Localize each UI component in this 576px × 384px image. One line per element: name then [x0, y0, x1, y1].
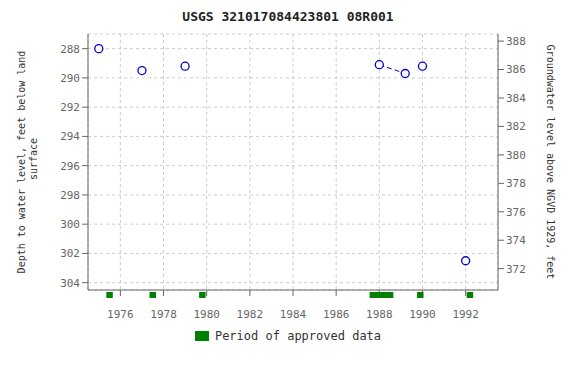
svg-text:382: 382 [506, 120, 526, 133]
html-text:USGS 321017084423801 08R001: USGS 321017084423801 08R001 [182, 9, 394, 24]
svg-text:384: 384 [506, 92, 526, 105]
svg-text:Groundwater level above NGVD 1: Groundwater level above NGVD 1929, feet [545, 45, 556, 280]
svg-text:1986: 1986 [323, 308, 350, 321]
svg-text:1984: 1984 [280, 308, 307, 321]
svg-text:Depth to water level, feet bel: Depth to water level, feet below land su… [16, 51, 39, 274]
svg-text:374: 374 [506, 234, 526, 247]
svg-text:1978: 1978 [150, 308, 177, 321]
svg-text:1990: 1990 [409, 308, 436, 321]
svg-text:378: 378 [506, 177, 526, 190]
svg-text:372: 372 [506, 263, 526, 276]
svg-text:294: 294 [60, 130, 80, 143]
svg-text:300: 300 [60, 218, 80, 231]
svg-text:292: 292 [60, 101, 80, 114]
svg-text:296: 296 [60, 160, 80, 173]
svg-text:302: 302 [60, 247, 80, 260]
svg-text:1982: 1982 [237, 308, 264, 321]
svg-text:1988: 1988 [366, 308, 393, 321]
svg-text:288: 288 [60, 43, 80, 56]
html-text:Period of approved data: Period of approved data [214, 329, 382, 343]
svg-text:376: 376 [506, 206, 526, 219]
svg-text:1992: 1992 [452, 308, 479, 321]
svg-text:388: 388 [506, 35, 526, 48]
svg-text:386: 386 [506, 63, 526, 76]
svg-text:298: 298 [60, 189, 80, 202]
svg-text:304: 304 [60, 277, 80, 290]
svg-text:290: 290 [60, 72, 80, 85]
svg-text:1976: 1976 [107, 308, 134, 321]
svg-text:1980: 1980 [193, 308, 220, 321]
svg-text:380: 380 [506, 149, 526, 162]
